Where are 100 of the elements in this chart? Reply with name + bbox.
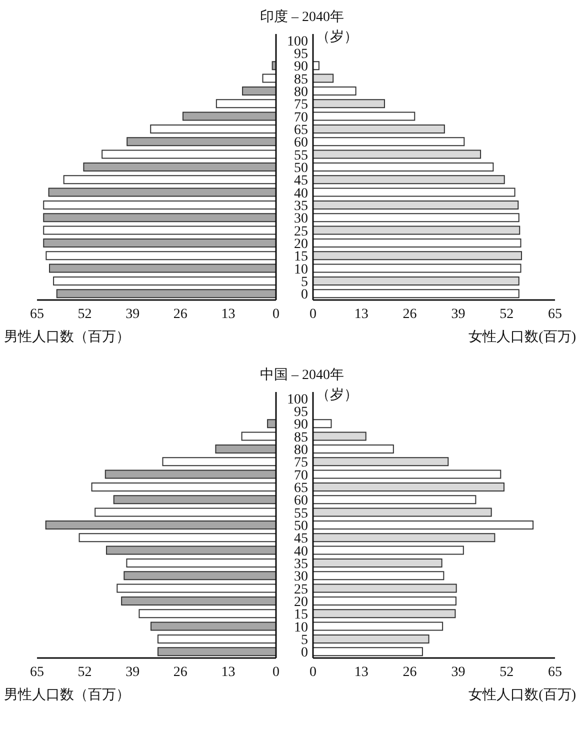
bar xyxy=(313,432,366,441)
bar xyxy=(157,647,276,656)
bar xyxy=(313,150,482,159)
y-tick-label: 30 xyxy=(294,212,308,227)
x-tick-label: 39 xyxy=(451,306,466,322)
bar xyxy=(313,596,456,606)
x-tick-label: 13 xyxy=(354,664,368,680)
bar xyxy=(56,289,276,298)
bar xyxy=(102,150,276,159)
bar xyxy=(150,622,276,631)
bar xyxy=(313,276,520,286)
x-tick-label: 26 xyxy=(173,306,188,322)
bar xyxy=(113,495,276,504)
bar xyxy=(215,444,276,454)
x-tick-label: 0 xyxy=(272,306,280,322)
bar xyxy=(313,495,476,504)
y-tick-label: 0 xyxy=(301,646,308,661)
x-tick-label: 52 xyxy=(500,664,514,680)
annotation: （岁） xyxy=(316,386,358,404)
bar xyxy=(49,264,276,273)
bar xyxy=(313,251,522,260)
bar xyxy=(313,238,522,248)
bar xyxy=(313,622,444,631)
bar xyxy=(313,112,416,121)
y-tick-label: 55 xyxy=(294,506,308,522)
x-tick-label: 65 xyxy=(30,306,44,322)
chart-title: 中国 – 2040年 xyxy=(259,366,345,385)
bar xyxy=(313,264,522,273)
x-tick-label: 13 xyxy=(221,306,236,322)
bar xyxy=(106,546,276,555)
y-tick-label: 100 xyxy=(287,392,308,408)
y-tick-label: 45 xyxy=(294,174,308,189)
bar xyxy=(46,251,276,260)
y-tick-label: 90 xyxy=(294,60,308,75)
bar xyxy=(78,533,276,542)
bar xyxy=(313,609,456,618)
x-tick-label: 39 xyxy=(126,306,140,322)
x-axis-title: 女性人口数(百万) xyxy=(468,328,576,346)
y-tick-label: 95 xyxy=(294,404,308,420)
x-tick-label: 39 xyxy=(451,664,466,680)
y-tick-label: 90 xyxy=(294,418,308,433)
y-tick-label: 85 xyxy=(294,72,308,88)
bar xyxy=(43,200,276,210)
y-tick-label: 65 xyxy=(294,480,308,496)
y-tick-label: 25 xyxy=(294,582,308,598)
bar xyxy=(83,162,276,172)
bar xyxy=(313,571,444,580)
bar xyxy=(43,226,276,235)
bar xyxy=(313,200,519,210)
y-tick-label: 35 xyxy=(294,198,308,214)
bar xyxy=(313,546,464,555)
y-tick-label: 15 xyxy=(294,608,308,623)
y-tick-label: 80 xyxy=(294,442,308,458)
bar xyxy=(313,634,430,644)
bar xyxy=(313,213,520,222)
y-tick-label: 5 xyxy=(301,632,308,648)
bar xyxy=(104,470,276,479)
bar xyxy=(313,175,505,184)
y-tick-label: 95 xyxy=(294,46,308,62)
bar xyxy=(313,162,494,172)
y-tick-label: 75 xyxy=(294,456,308,471)
bar xyxy=(313,124,445,134)
y-tick-label: 10 xyxy=(294,262,308,278)
bar xyxy=(313,558,442,568)
x-tick-label: 39 xyxy=(126,664,140,680)
x-tick-label: 52 xyxy=(78,306,92,322)
x-tick-label: 65 xyxy=(30,664,44,680)
y-tick-label: 50 xyxy=(294,518,308,534)
annotation: （岁） xyxy=(316,28,358,46)
x-tick-label: 26 xyxy=(173,664,188,680)
x-tick-label: 26 xyxy=(402,664,417,680)
y-tick-label: 20 xyxy=(294,236,308,252)
bar xyxy=(45,520,276,530)
y-tick-label: 60 xyxy=(294,494,308,509)
y-tick-label: 25 xyxy=(294,224,308,240)
y-tick-label: 50 xyxy=(294,160,308,176)
y-tick-label: 60 xyxy=(294,136,308,151)
bar xyxy=(313,457,449,466)
bar xyxy=(242,86,276,96)
x-tick-label: 26 xyxy=(402,306,417,322)
bar xyxy=(267,419,276,428)
x-tick-label: 13 xyxy=(221,664,236,680)
bar xyxy=(91,482,276,492)
y-tick-label: 55 xyxy=(294,148,308,164)
bar xyxy=(313,188,516,197)
x-tick-label: 65 xyxy=(548,664,562,680)
y-tick-label: 35 xyxy=(294,556,308,572)
bar xyxy=(313,508,492,517)
bar xyxy=(241,432,276,441)
y-tick-label: 75 xyxy=(294,98,308,113)
bar xyxy=(48,188,276,197)
y-tick-label: 70 xyxy=(294,468,308,484)
bar xyxy=(138,609,276,618)
x-tick-label: 13 xyxy=(354,306,368,322)
x-tick-label: 52 xyxy=(500,306,514,322)
y-tick-label: 5 xyxy=(301,274,308,290)
bar xyxy=(162,457,276,466)
y-tick-label: 85 xyxy=(294,430,308,446)
bar xyxy=(313,419,332,428)
bar xyxy=(124,571,276,580)
